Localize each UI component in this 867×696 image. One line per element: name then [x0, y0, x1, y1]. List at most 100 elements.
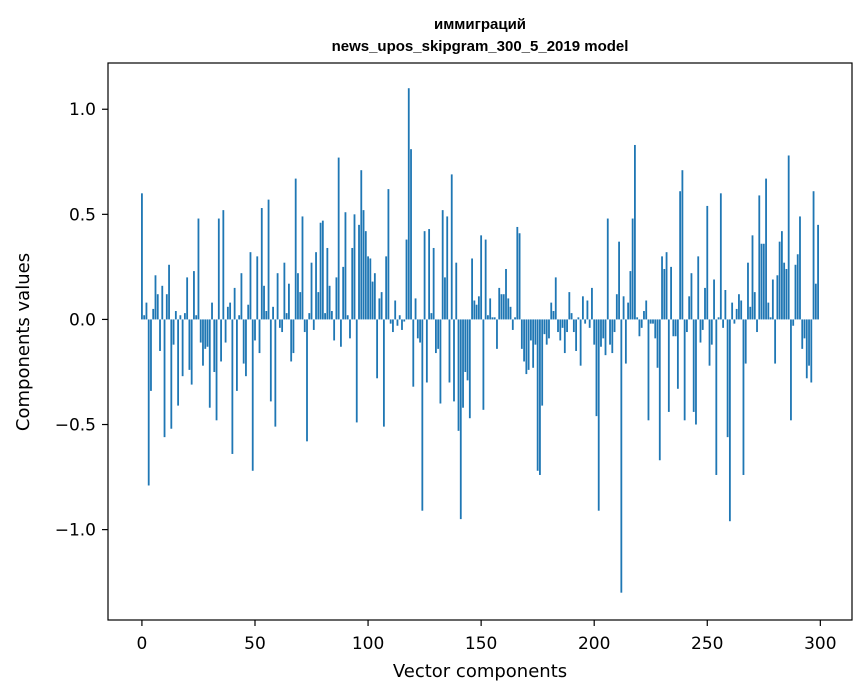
bar-235 [672, 319, 675, 337]
bar-75 [310, 262, 313, 320]
bar-149 [477, 296, 480, 320]
bar-153 [487, 315, 489, 320]
bar-289 [794, 264, 797, 320]
bar-178 [543, 319, 546, 335]
bar-188 [566, 319, 568, 333]
bar-48 [249, 252, 252, 320]
bar-138 [453, 319, 455, 402]
bar-262 [733, 319, 736, 324]
bar-57 [269, 319, 272, 402]
bar-132 [439, 319, 442, 404]
bar-118 [407, 88, 410, 320]
bar-6 [154, 275, 157, 320]
bar-61 [278, 319, 281, 328]
bar-83 [328, 285, 331, 320]
bar-185 [559, 319, 562, 341]
bar-30 [208, 319, 211, 408]
bar-128 [430, 313, 433, 320]
bar-273 [758, 195, 761, 320]
bar-99 [364, 231, 367, 320]
bar-78 [317, 292, 320, 320]
bar-274 [760, 243, 763, 320]
bar-282 [778, 241, 781, 320]
bar-281 [776, 275, 779, 320]
chart-title-line2: news_upos_skipgram_300_5_2019 model [332, 38, 629, 55]
bar-186 [561, 319, 564, 328]
bar-180 [548, 319, 550, 339]
bar-157 [496, 319, 498, 349]
bar-233 [667, 319, 670, 412]
bar-126 [425, 319, 428, 383]
bar-7 [156, 294, 159, 320]
bar-34 [217, 218, 220, 320]
bar-51 [256, 256, 259, 320]
bar-215 [627, 302, 630, 320]
y-tick-label: 0.0 [69, 310, 96, 330]
bar-101 [369, 258, 372, 320]
bar-287 [790, 319, 792, 421]
bar-164 [511, 319, 514, 330]
bar-171 [527, 319, 530, 370]
bar-127 [428, 229, 431, 320]
bar-205 [604, 319, 607, 356]
bar-156 [493, 317, 496, 320]
bar-228 [656, 319, 659, 368]
bar-231 [663, 268, 666, 320]
bar-254 [715, 319, 718, 475]
bar-250 [706, 205, 709, 320]
bar-187 [563, 319, 566, 354]
bar-94 [353, 214, 356, 320]
bar-135 [446, 216, 449, 320]
bar-172 [529, 319, 532, 341]
bar-49 [251, 319, 254, 471]
bar-256 [719, 193, 722, 320]
bar-177 [541, 319, 544, 406]
bar-0 [141, 193, 143, 320]
bar-144 [466, 319, 469, 381]
bar-236 [674, 319, 677, 337]
x-tick-label: 150 [465, 634, 497, 654]
bar-19 [183, 313, 186, 320]
bar-60 [276, 273, 279, 320]
bar-283 [780, 231, 783, 320]
bar-114 [398, 315, 401, 320]
bar-46 [245, 319, 247, 377]
bar-190 [570, 313, 573, 320]
bar-219 [636, 317, 639, 320]
bar-113 [396, 319, 399, 326]
bar-198 [588, 319, 591, 328]
bars-group [141, 88, 819, 593]
bar-263 [735, 308, 738, 320]
bar-275 [762, 243, 765, 320]
bar-214 [624, 319, 627, 364]
bar-9 [161, 285, 164, 320]
bar-17 [179, 315, 182, 320]
bar-41 [233, 287, 236, 320]
bar-210 [615, 294, 618, 320]
bar-249 [704, 287, 706, 320]
bar-96 [358, 224, 360, 320]
bar-38 [226, 306, 229, 320]
bar-54 [263, 285, 265, 320]
bar-204 [602, 319, 605, 339]
bar-202 [597, 319, 600, 511]
bar-220 [638, 319, 641, 337]
bar-168 [520, 319, 523, 349]
bar-203 [600, 319, 602, 347]
x-axis-ticks: 0 50 100 150 200 250 300 [137, 620, 837, 654]
bar-42 [236, 319, 238, 391]
bar-193 [577, 317, 580, 320]
bar-84 [330, 311, 333, 320]
bar-159 [500, 294, 503, 320]
bar-3 [147, 319, 150, 486]
bar-286 [787, 155, 790, 320]
bar-216 [629, 271, 632, 320]
x-tick-label: 200 [578, 634, 610, 654]
bar-143 [464, 319, 467, 372]
bar-140 [457, 319, 460, 431]
bar-238 [679, 191, 682, 320]
bar-200 [593, 319, 596, 345]
bar-92 [349, 319, 351, 339]
y-tick-label: −1.0 [55, 521, 96, 541]
bar-208 [611, 319, 614, 354]
